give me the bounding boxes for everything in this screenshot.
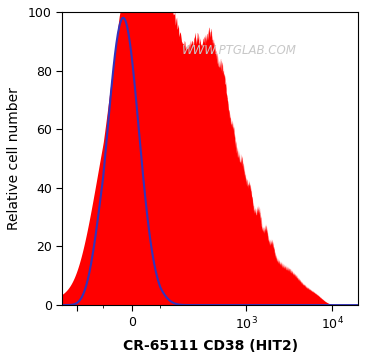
X-axis label: CR-65111 CD38 (HIT2): CR-65111 CD38 (HIT2) bbox=[123, 339, 298, 353]
Text: WWW.PTGLAB.COM: WWW.PTGLAB.COM bbox=[182, 44, 297, 57]
Y-axis label: Relative cell number: Relative cell number bbox=[7, 87, 21, 230]
